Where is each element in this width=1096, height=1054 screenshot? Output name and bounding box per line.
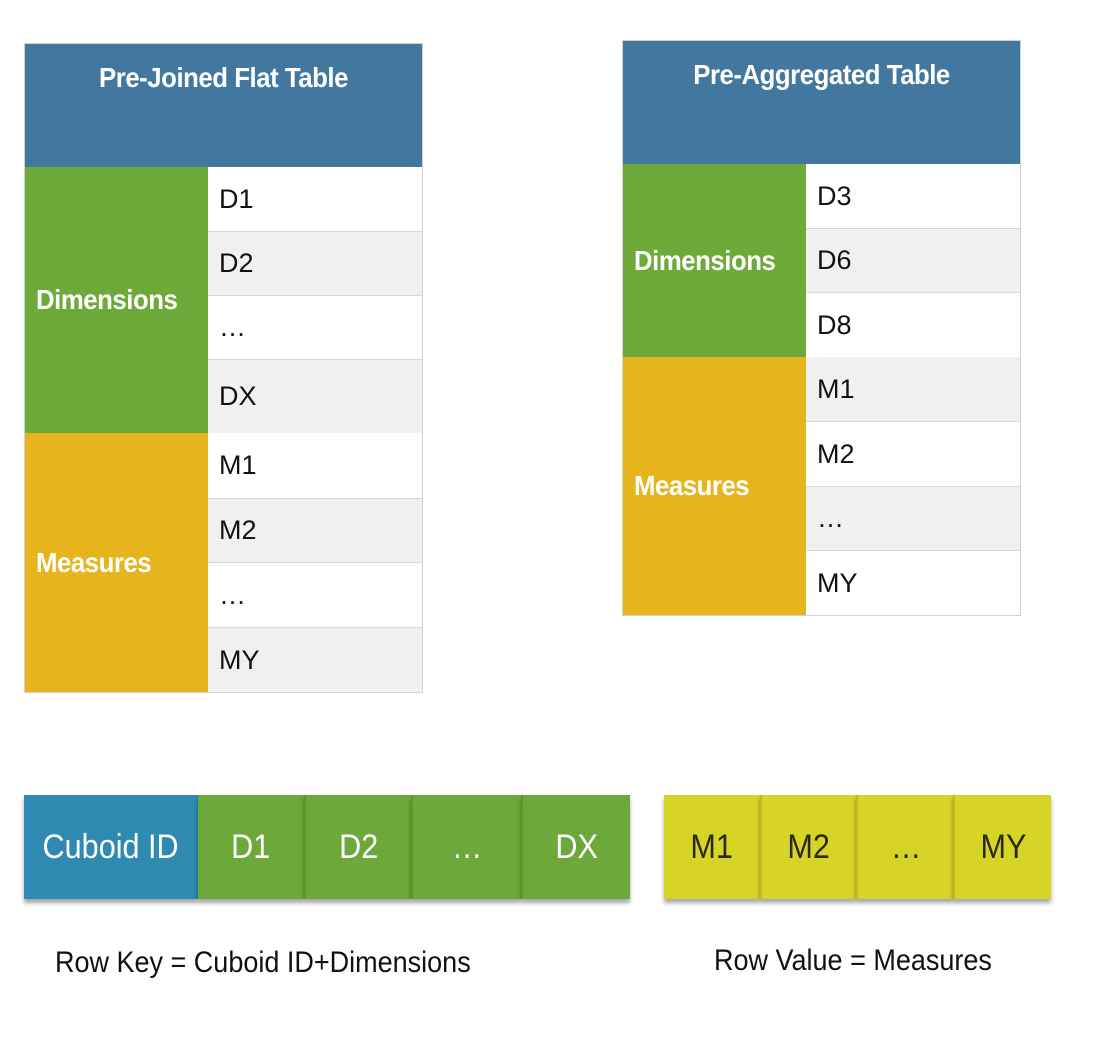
table-cell: DX — [208, 359, 422, 433]
row-value-block: M2 — [760, 795, 856, 899]
block-label: … — [890, 827, 921, 866]
measures-label: Measures — [36, 546, 152, 578]
row-key-block: D2 — [304, 795, 411, 899]
row-key-block: … — [411, 795, 521, 899]
pre-aggregated-table: Pre-Aggregated Table Dimensions D3 D6 D8… — [622, 40, 1021, 616]
row-key-block: D1 — [198, 795, 304, 899]
table-title: Pre-Joined Flat Table — [99, 62, 348, 93]
block-label: DX — [555, 827, 598, 866]
block-label: … — [451, 827, 483, 866]
measure-cells: M1 M2 … MY — [208, 433, 422, 692]
block-label: M2 — [787, 827, 831, 866]
table-title: Pre-Aggregated Table — [693, 59, 950, 90]
dimensions-group: Dimensions — [623, 164, 806, 357]
cuboid-id-block: Cuboid ID — [24, 795, 198, 899]
block-label: D2 — [338, 827, 379, 866]
table-cell: M1 — [806, 357, 1020, 421]
table-cell: D6 — [806, 228, 1020, 292]
pre-joined-flat-table: Pre-Joined Flat Table Dimensions D1 D2 …… — [24, 43, 423, 693]
table-cell: … — [806, 486, 1020, 550]
table-cell: MY — [208, 627, 422, 692]
table-cell: D2 — [208, 231, 422, 295]
row-key-caption: Row Key = Cuboid ID+Dimensions — [55, 946, 517, 980]
measures-group: Measures — [623, 357, 806, 615]
caption-text: Row Key = Cuboid ID+Dimensions — [55, 946, 471, 979]
block-label: D1 — [231, 827, 271, 866]
table-cell: MY — [806, 550, 1020, 615]
row-key-block: DX — [521, 795, 630, 899]
caption-text: Row Value = Measures — [714, 944, 992, 977]
measures-group: Measures — [25, 433, 208, 692]
table-cell: D8 — [806, 292, 1020, 357]
table-cell: D1 — [219, 183, 254, 214]
dimension-cells: D1 D2 … DX — [208, 167, 422, 433]
table-header: Pre-Aggregated Table — [623, 41, 1020, 164]
table-cell: M1 — [219, 450, 257, 480]
measure-cells: M1 M2 … MY — [806, 357, 1020, 615]
dimensions-label: Dimensions — [36, 284, 178, 315]
row-value-caption: Row Value = Measures — [714, 944, 1023, 978]
row-value-block: MY — [953, 795, 1051, 899]
measures-label: Measures — [634, 470, 750, 501]
dimension-cells: D3 D6 D8 — [806, 164, 1020, 357]
row-value-block: M1 — [664, 795, 760, 899]
table-cell: … — [208, 562, 422, 627]
table-cell: D3 — [817, 180, 852, 211]
table-cell: … — [208, 295, 422, 359]
dimensions-group: Dimensions — [25, 167, 208, 433]
table-cell: M2 — [208, 498, 422, 562]
block-label: Cuboid ID — [42, 827, 180, 866]
row-value-block: … — [856, 795, 953, 899]
block-label: MY — [980, 827, 1026, 866]
block-label: M1 — [690, 827, 734, 866]
table-header: Pre-Joined Flat Table — [25, 44, 422, 167]
table-cell: M2 — [806, 421, 1020, 486]
dimensions-label: Dimensions — [634, 244, 776, 276]
